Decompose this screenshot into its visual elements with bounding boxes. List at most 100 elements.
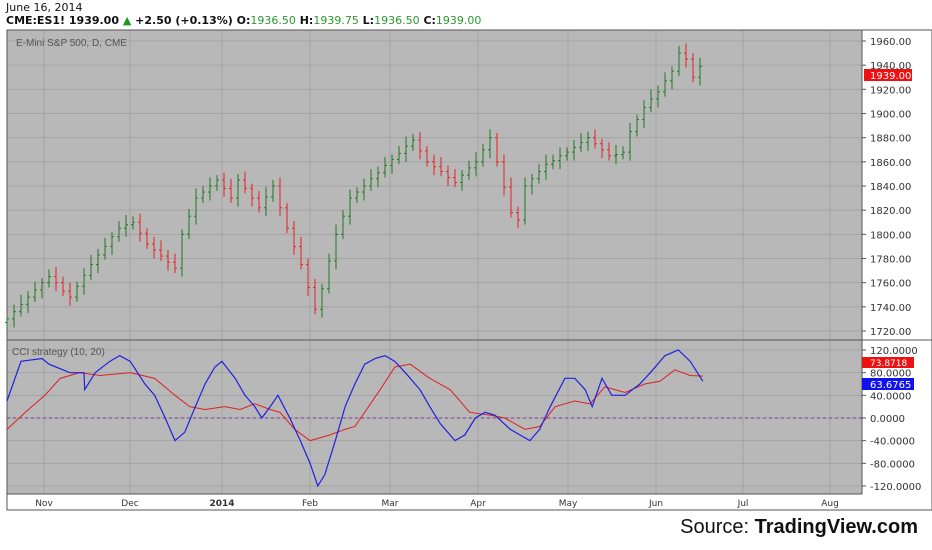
last-price-marker bbox=[864, 69, 912, 81]
ohlc-bar bbox=[432, 154, 436, 176]
ohlc-bar bbox=[152, 236, 156, 259]
price-tick-label: 1800.00 bbox=[870, 230, 911, 241]
ohlc-bar bbox=[82, 268, 86, 295]
last-price-marker-text: 1939.00 bbox=[870, 71, 911, 82]
ohlc-bar bbox=[208, 177, 212, 201]
ohlc-bar bbox=[565, 147, 569, 161]
ohlc-bar bbox=[33, 281, 37, 302]
ohlc-bar bbox=[593, 129, 597, 149]
source-prefix: Source: bbox=[680, 516, 755, 538]
ohlc-bar bbox=[103, 237, 107, 260]
ohlc-bar bbox=[509, 177, 513, 218]
indicator-tick-label: 120.0000 bbox=[870, 346, 918, 357]
ohlc-bar bbox=[446, 165, 450, 186]
ohlc-bar bbox=[236, 173, 240, 207]
cci-line bbox=[6, 349, 704, 488]
indicator-tick-label: 40.0000 bbox=[870, 391, 911, 402]
signal-value-marker bbox=[862, 357, 914, 368]
time-tick-label: May bbox=[559, 499, 578, 509]
ohlc-bar bbox=[138, 213, 142, 242]
ohlc-bar bbox=[243, 171, 247, 194]
ohlc-bar bbox=[586, 131, 590, 151]
ohlc-bar bbox=[19, 294, 23, 317]
low-value: 1936.50 bbox=[374, 14, 420, 27]
ohlc-bar bbox=[488, 129, 492, 159]
ohlc-bar bbox=[68, 282, 72, 306]
ohlc-bar bbox=[26, 291, 30, 313]
ohlc-bar bbox=[698, 57, 702, 86]
ohlc-bar bbox=[54, 266, 58, 292]
time-tick-label: Nov bbox=[35, 499, 53, 509]
open-value: 1936.50 bbox=[250, 14, 296, 27]
cci-value-marker bbox=[862, 378, 914, 390]
ohlc-bar bbox=[313, 279, 317, 315]
price-tick-label: 1740.00 bbox=[870, 303, 911, 314]
ohlc-bar bbox=[467, 160, 471, 180]
ohlc-bar bbox=[642, 100, 646, 128]
chart-canvas[interactable]: E-Mini S&P 500, D, CME CCI strategy (10,… bbox=[0, 0, 932, 515]
ohlc-bar bbox=[404, 136, 408, 162]
ohlc-bar bbox=[201, 186, 205, 203]
price-tick-label: 1940.00 bbox=[870, 61, 911, 72]
ohlc-bar bbox=[96, 248, 100, 273]
ohlc-bar bbox=[327, 253, 331, 294]
ohlc-bar bbox=[257, 190, 261, 213]
ohlc-bar bbox=[677, 45, 681, 77]
source-brand[interactable]: TradingView.com bbox=[754, 516, 918, 538]
ohlc-bar bbox=[362, 178, 366, 201]
ohlc-bar bbox=[124, 215, 128, 237]
signal-line bbox=[6, 363, 703, 442]
ohlc-bar bbox=[607, 142, 611, 161]
symbol[interactable]: CME:ES1! bbox=[6, 14, 66, 27]
ohlc-bar bbox=[12, 304, 16, 328]
ohlc-bar bbox=[544, 154, 548, 180]
ohlc-bar bbox=[194, 188, 198, 225]
price-tick-label: 1760.00 bbox=[870, 279, 911, 290]
ohlc-bar bbox=[537, 164, 541, 184]
ohlc-bar bbox=[530, 173, 534, 195]
indicator-tick-label: -80.0000 bbox=[870, 459, 915, 470]
ohlc-bar bbox=[635, 114, 639, 137]
ohlc-bar bbox=[40, 277, 44, 299]
ohlc-bar bbox=[600, 138, 604, 159]
ohlc-bar bbox=[691, 53, 695, 83]
price-tick-label: 1720.00 bbox=[870, 327, 911, 338]
ohlc-bar bbox=[348, 189, 352, 225]
ohlc-bar bbox=[278, 177, 282, 217]
price-tick-label: 1840.00 bbox=[870, 182, 911, 193]
ohlc-bar bbox=[75, 281, 79, 302]
price-tick-label: 1860.00 bbox=[870, 158, 911, 169]
date-label: June 16, 2014 bbox=[6, 1, 83, 14]
ohlc-bar bbox=[180, 229, 184, 277]
close-label: C: bbox=[423, 14, 436, 27]
ohlc-bar bbox=[628, 123, 632, 161]
ohlc-bar bbox=[425, 146, 429, 167]
time-tick-label: Jul bbox=[737, 499, 749, 509]
ohlc-bar bbox=[173, 253, 177, 273]
ohlc-bar bbox=[47, 269, 51, 288]
ohlc-bar bbox=[474, 152, 478, 177]
time-tick-label: Dec bbox=[121, 499, 138, 509]
low-label: L: bbox=[362, 14, 375, 27]
quote-line: CME:ES1! 1939.00 ▲ +2.50 (+0.13%) O:1936… bbox=[6, 14, 481, 27]
time-tick-label: Feb bbox=[302, 499, 318, 509]
ohlc-bar bbox=[614, 144, 618, 165]
ohlc-bar bbox=[131, 216, 135, 230]
ohlc-bar bbox=[264, 187, 268, 217]
indicator-title: CCI strategy (10, 20) bbox=[12, 347, 105, 358]
time-tick-label: Apr bbox=[470, 499, 486, 509]
ohlc-bar bbox=[250, 183, 254, 207]
time-tick-label: Jun bbox=[648, 499, 663, 509]
ohlc-bar bbox=[215, 175, 219, 191]
last-price: 1939.00 bbox=[68, 14, 119, 27]
price-tick-label: 1820.00 bbox=[870, 206, 911, 217]
signal-value-text: 73.8718 bbox=[870, 359, 907, 369]
price-tick-label: 1920.00 bbox=[870, 85, 911, 96]
ohlc-bar bbox=[460, 170, 464, 191]
ohlc-bar bbox=[159, 240, 163, 261]
ohlc-bar bbox=[320, 283, 324, 318]
ohlc-bar bbox=[334, 224, 338, 270]
ohlc-bar bbox=[292, 221, 296, 255]
time-tick-label: Aug bbox=[821, 499, 839, 509]
ohlc-bar bbox=[502, 154, 506, 196]
